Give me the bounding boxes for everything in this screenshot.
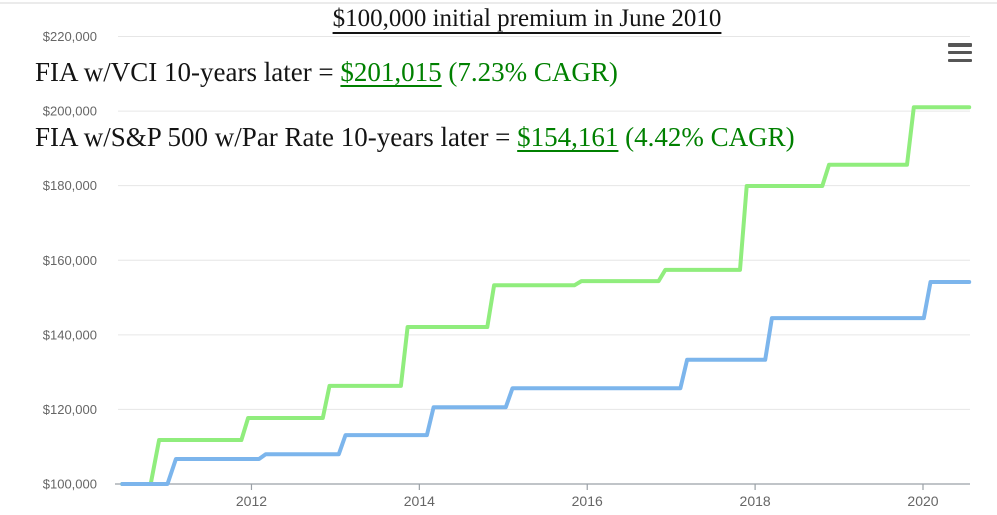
hamburger-icon — [948, 50, 972, 55]
y-axis-tick-label: $120,000 — [43, 402, 97, 417]
annotation-vci-cagr: (7.23% CAGR) — [441, 57, 618, 87]
y-axis-tick-label: $220,000 — [43, 29, 97, 44]
series-line-sp500 — [120, 280, 972, 486]
annotation-sp500-label: FIA w/S&P 500 w/Par Rate 10-years later … — [35, 122, 518, 152]
annotation-sp500-value: $154,161 — [517, 122, 619, 152]
annotation-sp500: FIA w/S&P 500 w/Par Rate 10-years later … — [35, 122, 795, 153]
x-axis-tick-label: 2018 — [740, 493, 771, 509]
series-line-vci — [120, 105, 972, 486]
y-axis-tick-label: $200,000 — [43, 104, 97, 119]
x-axis-tick-label: 2020 — [907, 493, 938, 509]
y-axis-tick-label: $100,000 — [43, 477, 97, 492]
y-axis-tick-label: $160,000 — [43, 253, 97, 268]
chart-title-text: $100,000 initial premium in June 2010 — [332, 5, 722, 32]
y-axis-tick-label: $180,000 — [43, 178, 97, 193]
x-axis-tick-label: 2012 — [236, 493, 267, 509]
annotation-sp500-cagr: (4.42% CAGR) — [618, 122, 795, 152]
hamburger-icon — [948, 58, 972, 62]
x-axis-tick-label: 2014 — [404, 493, 435, 509]
chart-title: $100,000 initial premium in June 2010 — [333, 5, 722, 33]
annotation-vci-label: FIA w/VCI 10-years later = — [35, 57, 341, 87]
y-axis-tick-label: $140,000 — [43, 327, 97, 342]
hamburger-icon — [948, 43, 972, 47]
x-axis-tick-label: 2016 — [572, 493, 603, 509]
annotation-vci-value: $201,015 — [340, 57, 442, 87]
annotation-vci: FIA w/VCI 10-years later = $201,015 (7.2… — [35, 57, 618, 88]
chart-context-menu-button[interactable] — [948, 43, 972, 62]
